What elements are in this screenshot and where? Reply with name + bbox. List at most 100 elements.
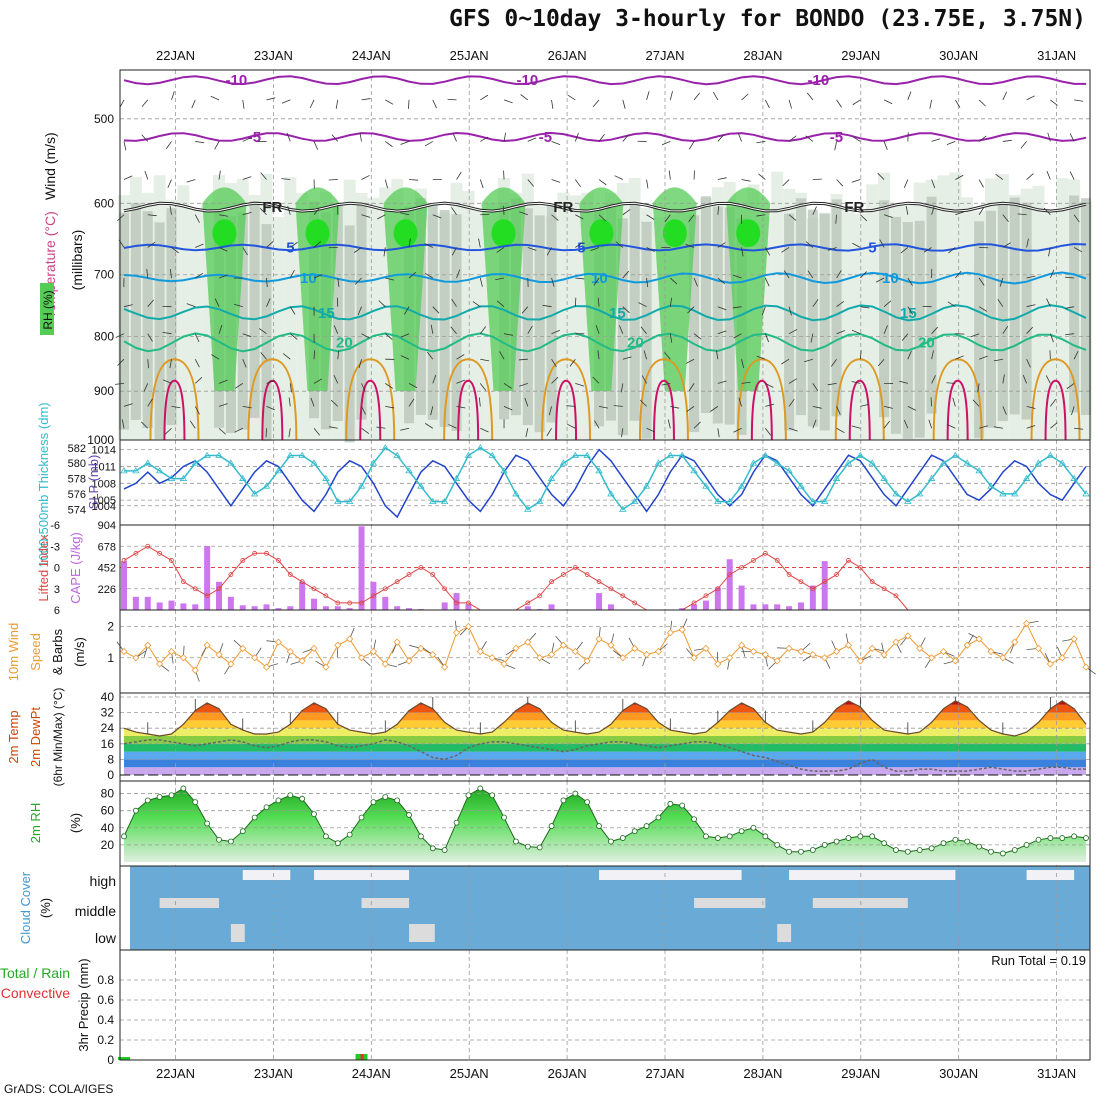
warm-layer-contour xyxy=(750,379,773,441)
rh-mid-band xyxy=(926,196,937,414)
warm-layer-contour xyxy=(1030,358,1081,441)
temperature-label--5: -5 xyxy=(248,129,261,146)
rh-point xyxy=(370,799,377,806)
wind-barb xyxy=(1074,427,1084,430)
temperature-label-20: 20 xyxy=(336,334,353,351)
thickness-marker xyxy=(334,497,342,505)
wind-barb xyxy=(907,406,917,411)
wind-barb xyxy=(242,359,247,368)
wind-barb xyxy=(595,325,600,334)
temp-band xyxy=(124,736,1086,744)
rh-point xyxy=(358,814,365,821)
thickness-marker xyxy=(892,490,900,497)
upper-wind-label: Wind (m/s) xyxy=(42,132,58,200)
rh-point xyxy=(893,847,899,853)
wind-barb xyxy=(495,277,505,281)
wind-barb xyxy=(147,359,150,369)
lifted-index-point xyxy=(275,558,281,563)
wind-speed-point xyxy=(643,651,651,659)
wind-barb xyxy=(670,277,678,285)
lifted-index-point xyxy=(549,579,554,585)
wind-barb xyxy=(931,206,935,215)
wind-barb xyxy=(622,356,632,360)
wind-speed-point xyxy=(144,641,152,649)
wind-barb xyxy=(186,303,196,308)
thickness-marker xyxy=(345,497,354,505)
rh-point xyxy=(323,833,329,840)
wind-barb xyxy=(741,93,749,101)
lifted-index-point xyxy=(893,593,899,599)
wind-barb xyxy=(836,270,842,279)
wind-barb xyxy=(519,211,528,216)
wind-barb xyxy=(408,398,415,407)
thickness-marker xyxy=(1058,459,1066,466)
rh-point xyxy=(489,792,496,799)
thickness-marker xyxy=(464,451,473,458)
thickness-marker xyxy=(179,474,188,481)
lifted-index-point xyxy=(169,558,174,563)
rh-point xyxy=(299,795,306,802)
wind-barb xyxy=(361,175,370,180)
wind-barb xyxy=(432,214,442,219)
thickness-marker xyxy=(132,467,140,474)
lifted-index-point xyxy=(442,586,448,592)
rh-point xyxy=(988,848,994,855)
wind-barb xyxy=(851,425,861,429)
rh-point xyxy=(714,835,721,841)
thickness-marker xyxy=(725,497,734,505)
wind-barb xyxy=(575,214,584,220)
rh-mid-band xyxy=(332,204,343,422)
rh-label-a: 2m RH xyxy=(28,803,43,843)
wind-barb xyxy=(1026,275,1036,279)
wind-barb xyxy=(520,94,529,101)
wind-barb xyxy=(931,350,934,360)
wind-barb xyxy=(638,302,647,308)
thickness-marker xyxy=(476,444,485,451)
temperature-label--5: -5 xyxy=(830,129,843,146)
lifted-index-point xyxy=(739,565,744,570)
wind-barb xyxy=(331,134,339,142)
rh-point xyxy=(441,847,448,853)
cape-bar xyxy=(465,604,472,610)
wind-speed-point xyxy=(156,660,164,668)
rh-mid-band xyxy=(1009,197,1020,415)
wind-barb xyxy=(551,277,555,287)
wind-barb xyxy=(189,420,196,429)
wind-barb xyxy=(955,174,964,180)
wind-barb xyxy=(310,397,315,407)
wind-barb xyxy=(685,244,695,248)
precip-tick-0.4: 0.4 xyxy=(97,1013,114,1027)
cape-tick-226: 226 xyxy=(98,584,116,596)
precip-label-b: Convective xyxy=(1,985,70,1001)
rh-point xyxy=(833,838,840,845)
cape-bar xyxy=(726,559,733,610)
cape-bar xyxy=(144,596,151,610)
wind-barb xyxy=(451,247,457,256)
rh-light-band xyxy=(462,190,475,440)
wind-barb xyxy=(425,423,434,429)
wind-barb xyxy=(450,326,457,334)
wind-barb xyxy=(717,177,727,180)
wind-speed-point xyxy=(547,651,556,659)
wind-barb xyxy=(788,214,797,221)
wind-speed-point xyxy=(939,647,948,656)
thickness-marker xyxy=(120,467,128,474)
wind-barb xyxy=(732,274,742,279)
lifted-index-point xyxy=(359,600,364,606)
wind-speed-point xyxy=(381,660,389,668)
wind-barb xyxy=(146,269,149,279)
warm-layer-contour xyxy=(848,379,871,441)
thickness-marker xyxy=(678,451,686,458)
rh-light-band xyxy=(961,197,974,440)
wind-barb xyxy=(732,306,742,309)
rh-bright-core xyxy=(662,219,687,248)
lifted-index-point xyxy=(264,550,269,556)
lifted-index-point xyxy=(157,550,163,556)
wind-barb xyxy=(191,99,196,109)
wind-barb xyxy=(947,424,956,429)
wind-barb xyxy=(834,141,837,151)
wind-barb xyxy=(141,99,149,108)
wind-barb xyxy=(313,428,320,436)
wind-speed-point xyxy=(678,626,686,634)
slp-tick-1004: 1004 xyxy=(92,501,116,513)
